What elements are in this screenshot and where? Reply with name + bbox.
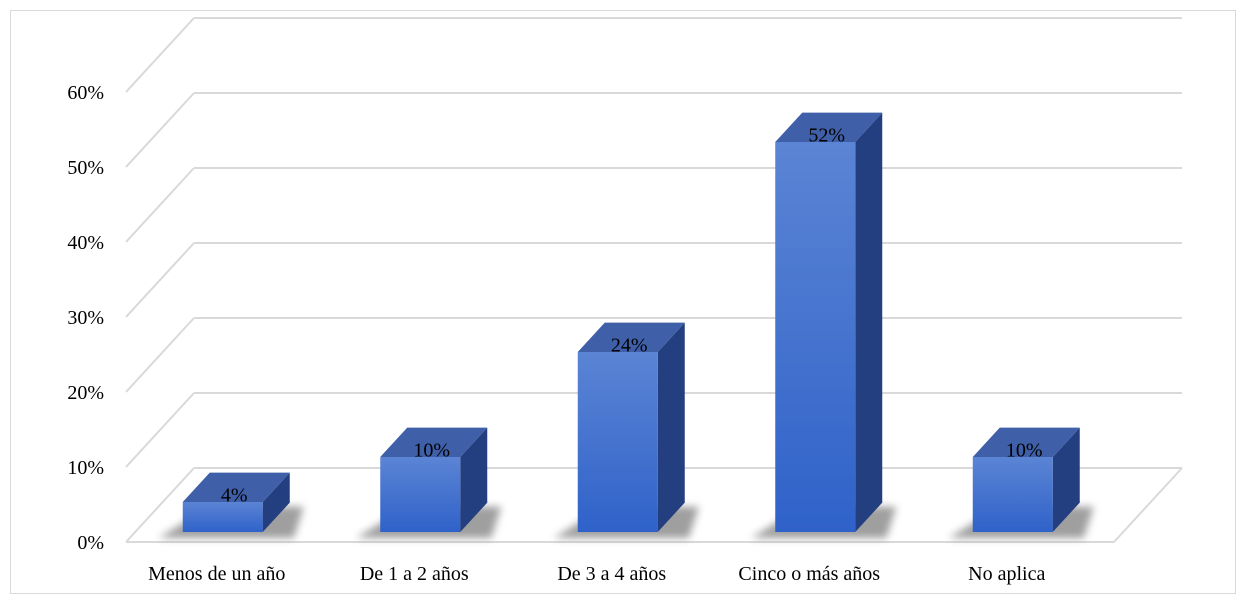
gridline	[125, 392, 1182, 468]
x-tick-label: Cinco o más años	[738, 563, 880, 585]
grid-layer	[125, 17, 1183, 543]
gridline	[125, 17, 1182, 93]
bar-front	[577, 352, 658, 532]
y-tick-label: 50%	[67, 157, 104, 179]
bar-top	[577, 322, 685, 352]
y-tick-label: 30%	[67, 307, 104, 329]
y-tick-label: 0%	[77, 532, 104, 554]
bar	[948, 427, 1094, 538]
x-tick-label: Menos de un año	[148, 563, 285, 585]
bar-front	[972, 457, 1053, 532]
data-label: 52%	[808, 124, 845, 146]
bar-front	[775, 142, 856, 532]
labels: 4% Menos de un año 10% De 1 a 2 años 24% De 3…	[148, 124, 1045, 585]
y-tick-label: 60%	[67, 82, 104, 104]
bar	[356, 427, 502, 538]
gridline	[125, 317, 1182, 393]
data-label: 10%	[413, 439, 450, 461]
bar	[751, 112, 897, 538]
bar-side	[855, 112, 883, 532]
bar-top	[380, 427, 488, 457]
y-tick-label: 10%	[67, 457, 104, 479]
bars	[158, 112, 1094, 538]
y-tick-label: 20%	[67, 382, 104, 404]
gridline	[125, 92, 1182, 168]
bar-side	[460, 427, 488, 532]
gridline	[125, 242, 1182, 318]
floor-side-edge	[1113, 467, 1183, 543]
bar	[553, 322, 699, 538]
x-tick-label: De 1 a 2 años	[360, 563, 469, 585]
bar-front	[380, 457, 461, 532]
gridline	[125, 167, 1182, 243]
x-tick-label: De 3 a 4 años	[557, 563, 666, 585]
bar-side	[1052, 427, 1080, 532]
bar-side	[262, 472, 290, 532]
bar-front	[182, 502, 263, 532]
x-tick-label: No aplica	[968, 563, 1045, 585]
bar-top	[182, 472, 290, 502]
data-label: 10%	[1006, 439, 1043, 461]
data-label: 24%	[611, 334, 648, 356]
bar	[158, 472, 304, 538]
y-axis: 0% 10% 20% 30% 40% 50% 60%	[67, 82, 104, 554]
bar-top	[972, 427, 1080, 457]
data-label: 4%	[221, 484, 248, 506]
y-tick-label: 40%	[67, 232, 104, 254]
bar-top	[775, 112, 883, 142]
bar-side	[657, 322, 685, 532]
